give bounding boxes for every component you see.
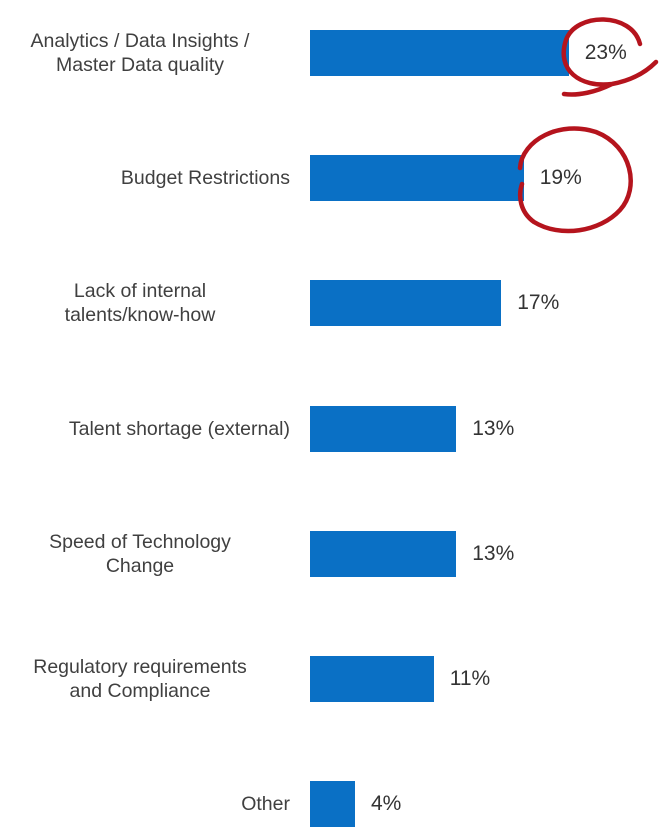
category-label: Budget Restrictions — [120, 167, 290, 190]
bar — [310, 530, 457, 577]
value-label: 13% — [472, 416, 515, 440]
category-label: Talent shortage (external) — [68, 417, 290, 440]
value-label: 17% — [517, 291, 560, 315]
category-label: Regulatory requirements and Compliance — [33, 656, 247, 702]
bar — [310, 781, 355, 827]
category-label: Speed of Technology Change — [49, 530, 231, 577]
value-label: 11% — [449, 667, 491, 690]
category-label: Other — [241, 793, 290, 816]
category-label: Lack of internal talents/know-how — [64, 280, 216, 327]
category-label: Analytics / Data Insights / Master Data … — [30, 30, 250, 76]
bar — [310, 155, 524, 202]
value-label: 19% — [539, 166, 582, 190]
value-label: 4% — [371, 792, 402, 816]
bar — [310, 30, 569, 76]
value-label: 13% — [472, 541, 515, 565]
bar — [310, 656, 434, 702]
bar — [310, 405, 457, 452]
bar — [310, 280, 502, 327]
value-label: 23% — [584, 41, 627, 64]
